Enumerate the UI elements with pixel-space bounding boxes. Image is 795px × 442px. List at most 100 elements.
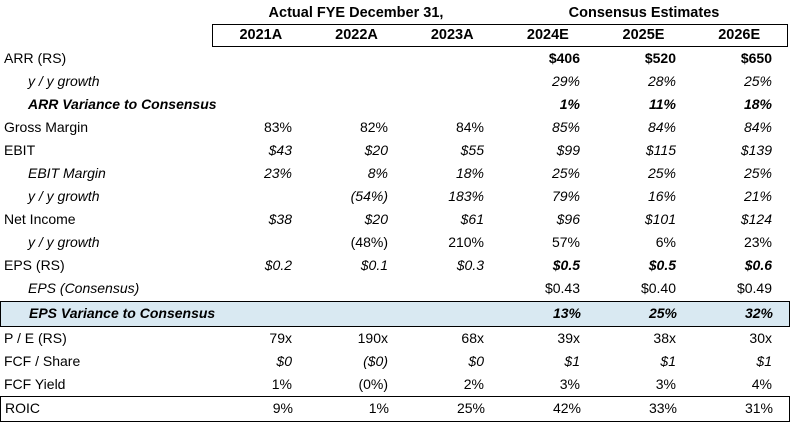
row-label: Gross Margin xyxy=(4,119,89,135)
cell-value: 79% xyxy=(551,188,580,204)
cell-value: $0.40 xyxy=(640,280,676,296)
cell-value: 25% xyxy=(648,305,677,321)
row-label: FCF Yield xyxy=(4,376,66,392)
table-row: ARR (RS) $406 $520 $650 xyxy=(0,47,790,70)
row-label: y / y growth xyxy=(28,73,100,89)
column-group-consensus: Consensus Estimates xyxy=(568,5,720,21)
table-row: FCF / Share $0 ($0) $0 $1 $1 $1 xyxy=(0,350,790,373)
cell-value xyxy=(404,70,500,93)
cell-value: 3% xyxy=(559,376,580,392)
cell-value: 25% xyxy=(743,73,772,89)
table-row: P / E (RS) 79x 190x 68x 39x 38x 30x xyxy=(0,327,790,350)
cell-value: 23% xyxy=(743,234,772,250)
table-row: Net Income $38 $20 $61 $96 $101 $124 xyxy=(0,208,790,231)
cell-value: $0.2 xyxy=(264,257,292,273)
cell-value: 183% xyxy=(448,188,484,204)
table-row: EPS (Consensus) $0.43 $0.40 $0.49 xyxy=(0,277,790,300)
cell-value xyxy=(308,47,404,70)
cell-value: 4% xyxy=(751,376,772,392)
cell-value: $115 xyxy=(645,142,676,158)
cell-value: $1 xyxy=(756,353,772,369)
cell-value: 84% xyxy=(455,119,484,135)
cell-value xyxy=(212,70,308,93)
cell-value: (54%) xyxy=(350,188,388,204)
cell-value: $0.5 xyxy=(552,257,580,273)
table-row: ROIC 9% 1% 25% 42% 33% 31% xyxy=(0,396,790,422)
cell-value: 42% xyxy=(552,400,581,416)
cell-value: 1% xyxy=(271,376,292,392)
cell-value xyxy=(404,47,500,70)
cell-value: 28% xyxy=(647,73,676,89)
table-row: EPS (RS) $0.2 $0.1 $0.3 $0.5 $0.5 $0.6 xyxy=(0,254,790,277)
column-group-actuals: Actual FYE December 31, xyxy=(268,5,444,21)
cell-value: 25% xyxy=(743,165,772,181)
table-row: EPS Variance to Consensus 13% 25% 32% xyxy=(0,301,790,327)
cell-value xyxy=(212,47,308,70)
table-row: FCF Yield 1% (0%) 2% 3% 3% 4% xyxy=(0,373,790,396)
cell-value: 33% xyxy=(648,400,677,416)
cell-value: 21% xyxy=(743,188,772,204)
cell-value: 18% xyxy=(743,96,772,112)
column-group-header-row: Actual FYE December 31, Consensus Estima… xyxy=(0,3,790,24)
table-row: y / y growth (54%) 183% 79% 16% 21% xyxy=(0,185,790,208)
row-label: EPS (RS) xyxy=(4,257,65,273)
cell-value: $101 xyxy=(644,211,676,227)
cell-value: 84% xyxy=(743,119,772,135)
year-header-5: 2025E xyxy=(622,27,665,43)
row-label: EBIT xyxy=(4,142,36,158)
cell-value: $406 xyxy=(548,50,580,66)
year-header-4: 2024E xyxy=(526,27,569,43)
cell-value: 18% xyxy=(455,165,484,181)
cell-value xyxy=(308,277,404,300)
cell-value: 11% xyxy=(649,96,676,112)
year-header-1: 2021A xyxy=(239,27,283,43)
cell-value xyxy=(308,93,404,116)
cell-value: (48%) xyxy=(350,234,388,250)
row-label: FCF / Share xyxy=(4,353,81,369)
cell-value xyxy=(212,277,308,300)
cell-value: $0.1 xyxy=(360,257,388,273)
table-row: EBIT $43 $20 $55 $99 $115 $139 xyxy=(0,139,790,162)
row-label: EPS Variance to Consensus xyxy=(29,305,216,321)
row-label: Net Income xyxy=(4,211,76,227)
cell-value: $1 xyxy=(564,353,580,369)
cell-value xyxy=(404,93,500,116)
cell-value: $43 xyxy=(268,142,292,158)
cell-value: 39x xyxy=(557,330,580,346)
cell-value: $38 xyxy=(268,211,292,227)
cell-value: 3% xyxy=(655,376,676,392)
cell-value: 190x xyxy=(357,330,388,346)
cell-value: $0.43 xyxy=(544,280,580,296)
cell-value xyxy=(213,302,309,326)
year-header-box: 2021A 2022A 2023A 2024E 2025E 2026E xyxy=(212,24,788,47)
cell-value: 29% xyxy=(551,73,580,89)
cell-value: 84% xyxy=(647,119,676,135)
cell-value: 82% xyxy=(359,119,388,135)
label-column-spacer xyxy=(0,3,212,24)
cell-value: $124 xyxy=(740,211,772,227)
cell-value: 25% xyxy=(551,165,580,181)
row-label: y / y growth xyxy=(28,188,100,204)
cell-value: 16% xyxy=(647,188,676,204)
row-label: ARR (RS) xyxy=(4,50,67,66)
cell-value: $20 xyxy=(364,211,388,227)
cell-value: $0.3 xyxy=(456,257,484,273)
cell-value: $61 xyxy=(460,211,484,227)
cell-value: $20 xyxy=(364,142,388,158)
row-label: EBIT Margin xyxy=(28,165,106,181)
cell-value xyxy=(309,302,405,326)
table-row: Gross Margin 83% 82% 84% 85% 84% 84% xyxy=(0,116,790,139)
cell-value: 1% xyxy=(559,96,580,112)
table-row: y / y growth (48%) 210% 57% 6% 23% xyxy=(0,231,790,254)
cell-value: 79x xyxy=(269,330,292,346)
table-row: ARR Variance to Consensus 1% 11% 18% xyxy=(0,93,790,116)
cell-value xyxy=(308,70,404,93)
cell-value xyxy=(405,302,501,326)
cell-value: $55 xyxy=(460,142,484,158)
cell-value: 6% xyxy=(655,234,676,250)
year-header-3: 2023A xyxy=(430,27,474,43)
cell-value: ($0) xyxy=(363,353,388,369)
cell-value: $139 xyxy=(740,142,772,158)
cell-value: $99 xyxy=(556,142,580,158)
cell-value: 1% xyxy=(368,400,389,416)
